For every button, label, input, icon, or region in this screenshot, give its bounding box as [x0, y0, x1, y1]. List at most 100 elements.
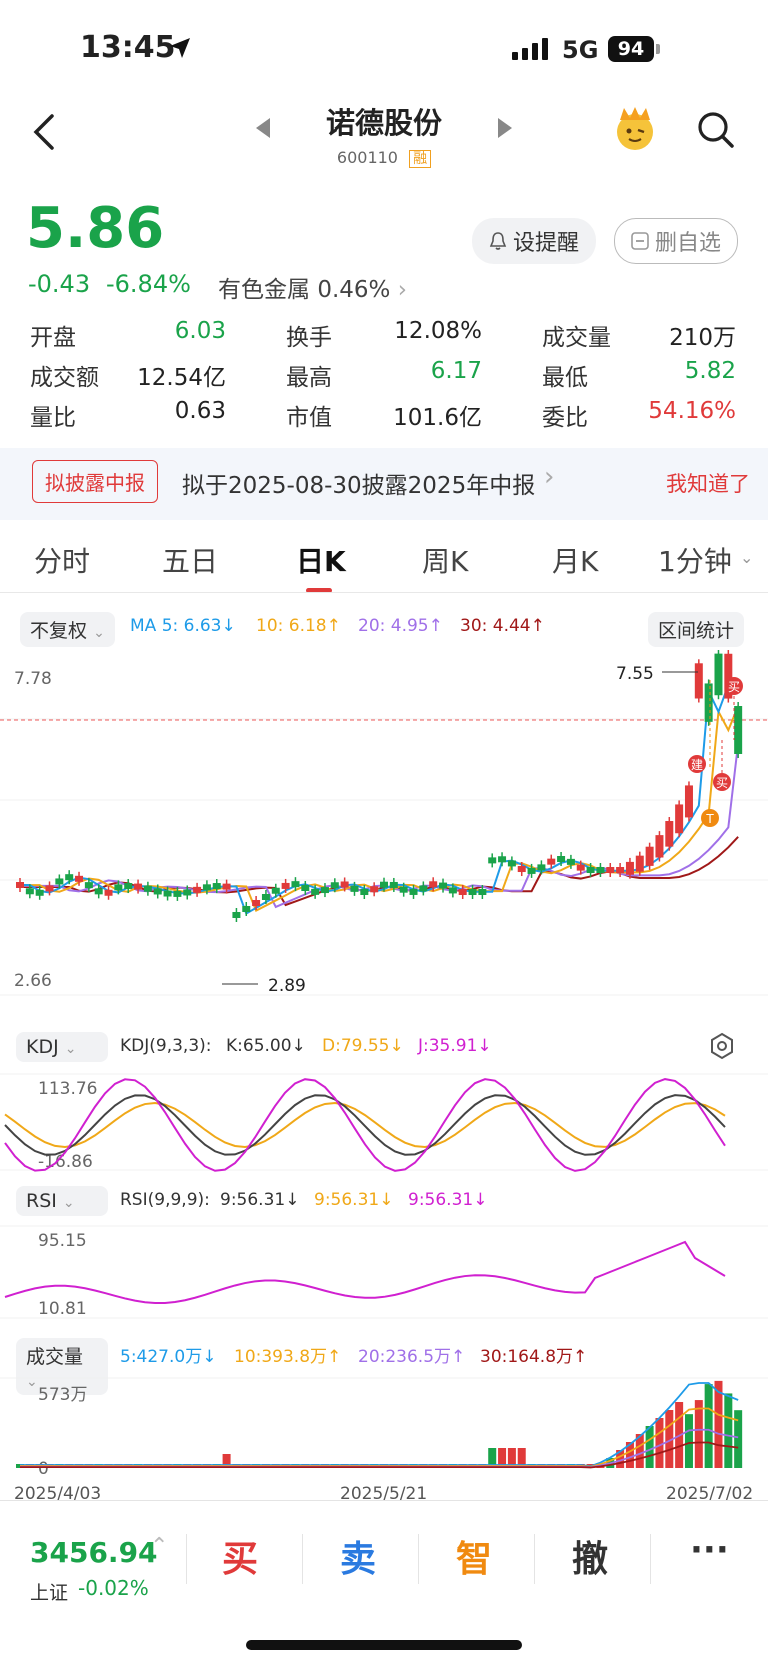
kdj-d: D:79.55↓: [322, 1036, 404, 1056]
candle-body: [606, 867, 615, 873]
candle-body: [84, 882, 93, 889]
kdj-j-line: [4, 1078, 726, 1172]
adjust-selector[interactable]: 不复权 ⌄: [20, 612, 115, 647]
buy-button[interactable]: 买: [222, 1539, 259, 1580]
build-signal-icon[interactable]: [688, 755, 706, 773]
kdj-chart[interactable]: 113.76 -16.86: [0, 1070, 768, 1180]
kline-chart[interactable]: 7.78 2.66 7.55 2.89 买 建 买 T: [0, 650, 768, 1005]
candle-body: [173, 890, 182, 897]
status-bar: 13:45 5G 94: [0, 0, 768, 100]
candle-body: [35, 889, 44, 896]
cancel-order-button[interactable]: 撤: [572, 1539, 609, 1580]
sector-name: 有色金属: [218, 277, 310, 303]
tab-daily-k[interactable]: 日K: [296, 545, 346, 578]
candle-body: [301, 885, 310, 892]
stat-value: 12.08%: [394, 318, 482, 344]
rsi-selector[interactable]: RSI ⌄: [16, 1186, 108, 1216]
minus-box-icon: [631, 232, 649, 250]
svg-text:买: 买: [716, 776, 728, 790]
search-icon[interactable]: [696, 110, 736, 150]
bottom-trade-bar: 3456.94 ⌃ 上证 -0.02% 买 卖 智 撤 ···: [0, 1504, 768, 1614]
rsi-value-1: 9:56.31↓: [220, 1190, 300, 1210]
candle-body: [704, 683, 713, 722]
sector-link[interactable]: 有色金属 0.46% ›: [218, 270, 407, 304]
candle-body: [261, 894, 270, 900]
notice-dismiss[interactable]: 我知道了: [666, 472, 750, 496]
index-value[interactable]: 3456.94: [30, 1536, 158, 1569]
volume-chart[interactable]: 573万 0: [0, 1374, 768, 1480]
candle-body: [527, 867, 536, 874]
candle-body: [360, 888, 369, 895]
notice-banner[interactable]: 拟披露中报 拟于2025-08-30披露2025年中报 › 我知道了: [0, 448, 768, 520]
kdj-j: J:35.91↓: [418, 1036, 492, 1056]
candle-body: [55, 878, 64, 885]
tab-weekly-k[interactable]: 周K: [422, 545, 469, 578]
candle-body: [537, 864, 546, 871]
stat-label: 市值: [286, 405, 332, 431]
volume-selector[interactable]: 成交量 ⌄: [16, 1338, 108, 1395]
candle-body: [232, 912, 241, 918]
notice-text: 拟于2025-08-30披露2025年中报: [182, 473, 536, 499]
ma30-value: 30: 4.44↑: [460, 616, 545, 636]
stat-label: 成交量: [542, 325, 611, 351]
candle-body: [75, 875, 84, 882]
chevron-down-icon: ⌄: [740, 548, 754, 567]
candle-body: [517, 866, 526, 873]
buy-signal-icon[interactable]: [713, 773, 731, 791]
candle-body: [281, 882, 290, 889]
candle-body: [340, 881, 349, 888]
next-stock-icon[interactable]: [496, 118, 512, 138]
volume-bar: [714, 1380, 723, 1468]
candle-body: [183, 889, 192, 896]
price-min-label: 2.66: [14, 971, 52, 991]
volume-bar: [488, 1448, 497, 1468]
candle-body: [616, 867, 625, 873]
stat-value: 210万: [669, 325, 736, 351]
stock-code-row: 600110 融: [284, 148, 484, 168]
candles: [16, 650, 743, 922]
candle-body: [143, 885, 152, 892]
stat-label: 量比: [30, 405, 76, 431]
stat-label: 最高: [286, 365, 332, 391]
vol-ma30-line: [20, 1441, 739, 1469]
more-button[interactable]: ···: [690, 1530, 729, 1570]
volume-min-label: 0: [38, 1459, 49, 1479]
candle-body: [193, 886, 202, 893]
volume-bar: [694, 1400, 703, 1468]
prev-stock-icon[interactable]: [256, 118, 272, 138]
kdj-selector[interactable]: KDJ ⌄: [16, 1032, 108, 1062]
tab-one-minute[interactable]: 1分钟: [658, 545, 732, 578]
remove-watchlist-button[interactable]: 删自选: [614, 218, 738, 264]
volume-bar: [517, 1448, 526, 1468]
candle-body: [350, 885, 359, 892]
sell-button[interactable]: 卖: [340, 1539, 377, 1580]
ma20-value: 20: 4.95↑: [358, 616, 443, 636]
mascot-icon[interactable]: [612, 106, 658, 152]
smart-button[interactable]: 智: [456, 1539, 493, 1580]
stat-value: 6.17: [430, 358, 482, 384]
volume-bar: [616, 1450, 625, 1468]
candle-body: [635, 855, 644, 872]
vol-ma5: 5:427.0万↓: [120, 1347, 217, 1367]
range-stats-button[interactable]: 区间统计: [648, 612, 745, 647]
date-start: 2025/4/03: [14, 1484, 102, 1504]
date-mid: 2025/5/21: [340, 1484, 428, 1504]
tab-intraday[interactable]: 分时: [34, 545, 91, 578]
candle-body: [94, 888, 103, 895]
candle-body: [153, 888, 162, 895]
candle-body: [655, 835, 664, 858]
candle-body: [478, 889, 487, 895]
tab-monthly-k[interactable]: 月K: [552, 545, 599, 578]
back-icon[interactable]: [30, 112, 60, 152]
set-reminder-button[interactable]: 设提醒: [472, 218, 596, 264]
chevron-up-icon[interactable]: ⌃: [150, 1534, 169, 1559]
settings-icon[interactable]: [708, 1032, 736, 1060]
rsi-chart[interactable]: 95.15 10.81: [0, 1222, 768, 1322]
buy-signal-icon[interactable]: [725, 677, 743, 695]
candle-body: [429, 881, 438, 888]
volume-bar: [625, 1442, 634, 1468]
t-signal-icon[interactable]: [701, 809, 719, 827]
tab-five-day[interactable]: 五日: [162, 545, 219, 578]
candle-body: [419, 885, 428, 892]
battery-tip: [656, 44, 660, 54]
